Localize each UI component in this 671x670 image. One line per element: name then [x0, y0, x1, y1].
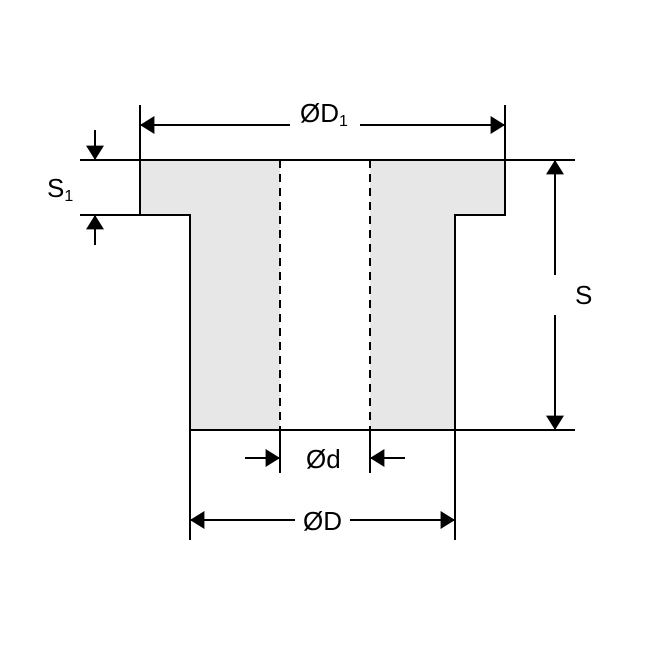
- label-d: Ød: [306, 444, 341, 475]
- diagram-stage: ØD1 S1 S Ød ØD: [0, 0, 671, 670]
- label-D: ØD: [303, 506, 342, 537]
- label-d-sym: Ød: [306, 444, 341, 474]
- label-S-sym: S: [575, 280, 592, 310]
- label-D1-sym: ØD: [300, 98, 339, 128]
- label-S1: S1: [47, 173, 73, 206]
- label-S1-sub: 1: [64, 188, 73, 205]
- label-S1-sym: S: [47, 173, 64, 203]
- label-D1: ØD1: [300, 98, 348, 131]
- label-S: S: [575, 280, 592, 311]
- label-D-sym: ØD: [303, 506, 342, 536]
- label-D1-sub: 1: [339, 113, 348, 130]
